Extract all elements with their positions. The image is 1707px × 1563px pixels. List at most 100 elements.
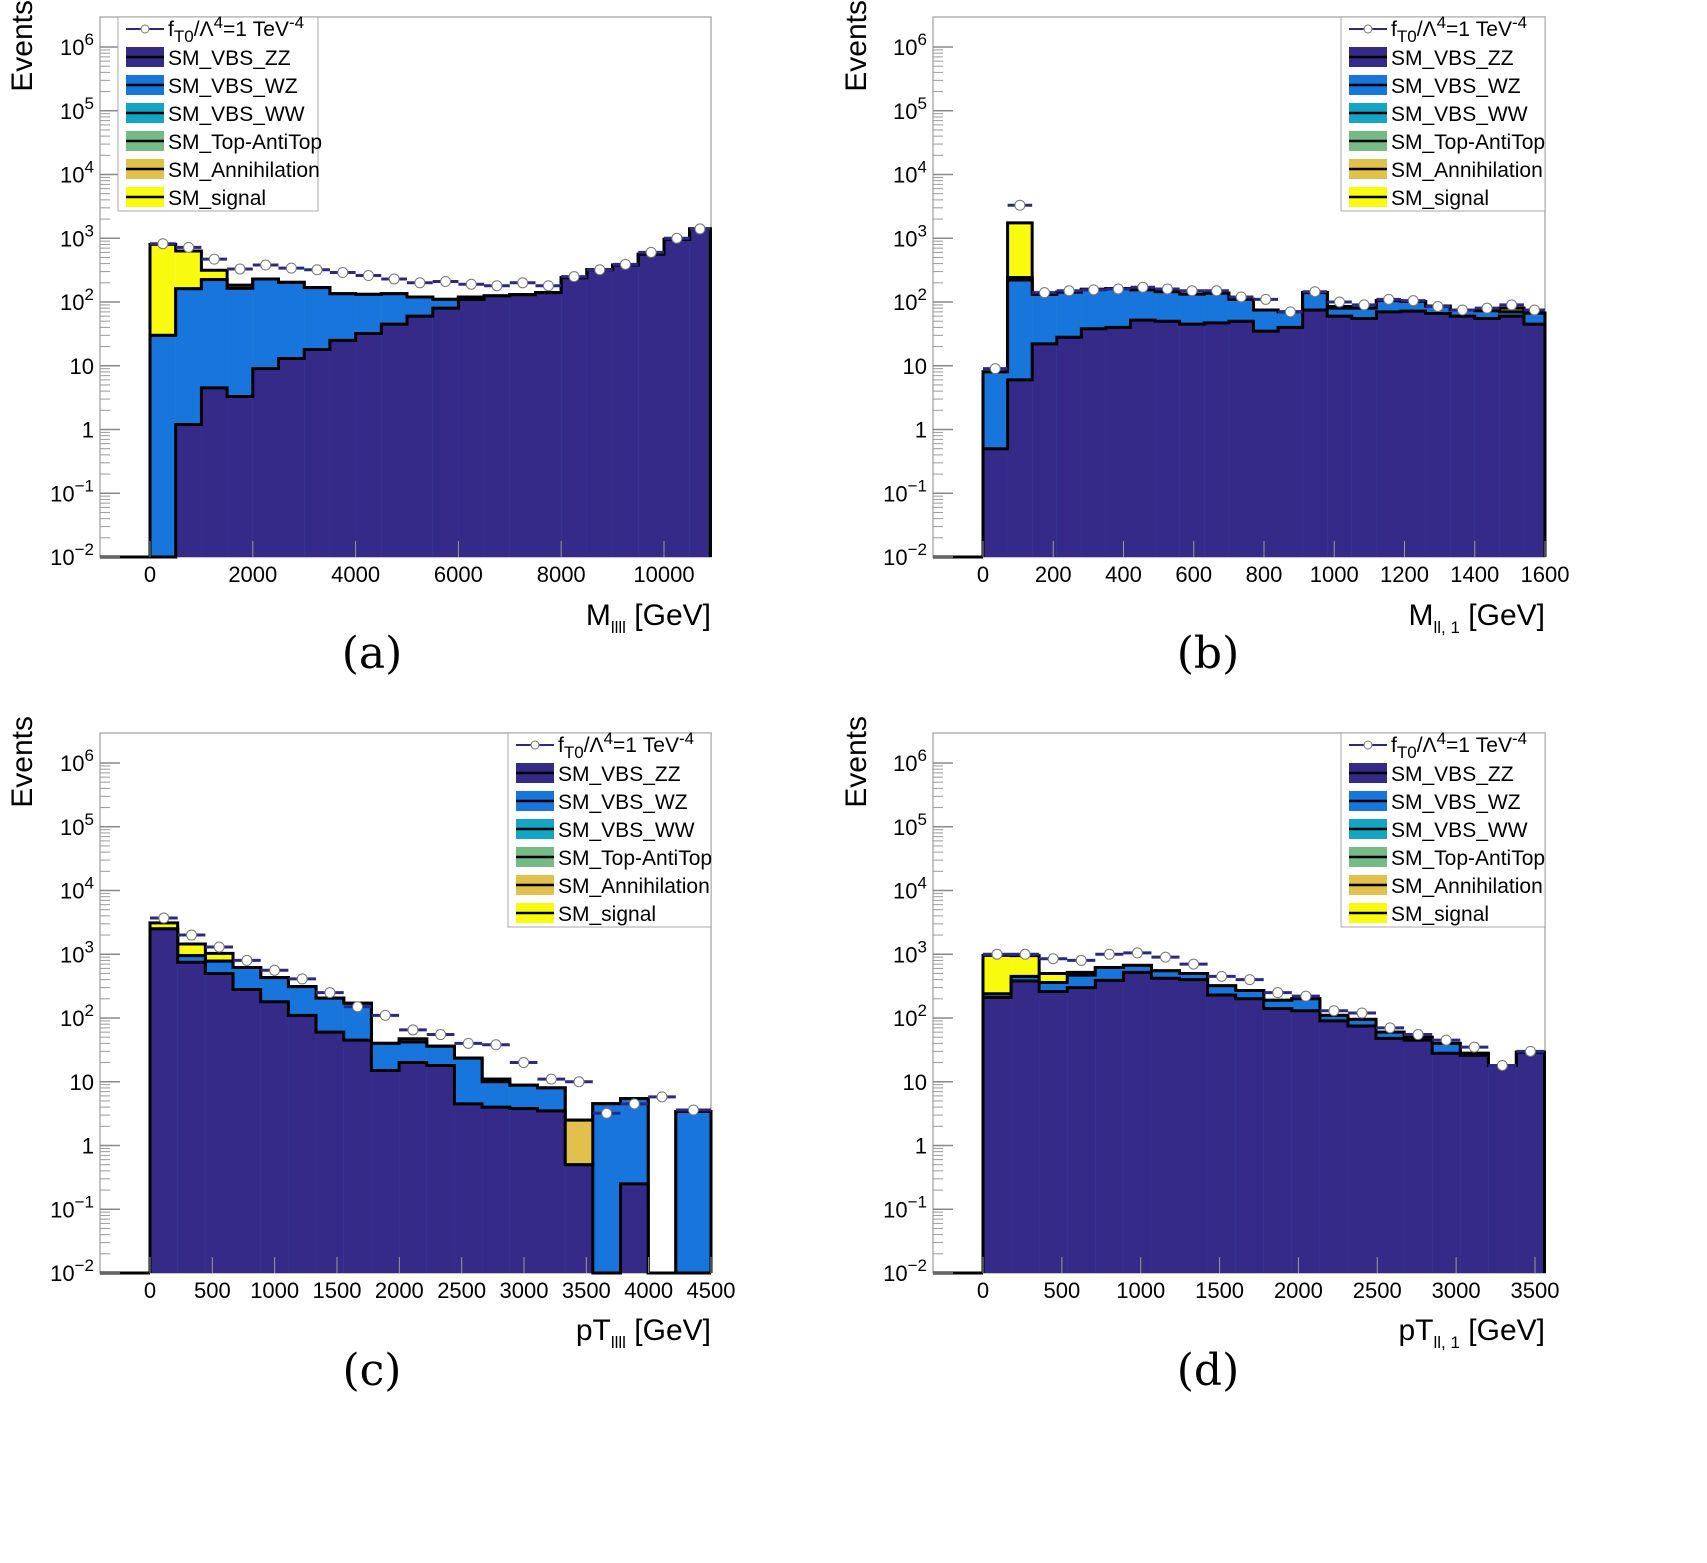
bsm-marker (573, 1076, 585, 1088)
bar-segment (175, 424, 202, 557)
bsm-marker (656, 1091, 668, 1103)
y-tick-label: 1 (82, 418, 94, 443)
bar-segment (1376, 311, 1401, 557)
y-tick-label: 106 (60, 30, 94, 60)
bsm-marker (296, 973, 308, 985)
legend-label: SM_Top-AntiTop (1391, 847, 1545, 870)
bsm-marker (1063, 285, 1075, 297)
bar-segment (675, 1111, 711, 1273)
x-tick-label: 1000 (250, 1278, 299, 1303)
bar-segment (381, 324, 407, 557)
x-tick-label: 0 (144, 1278, 156, 1303)
bar-segment (1376, 1038, 1405, 1273)
bar-segment (1056, 337, 1082, 557)
y-tick-label: 102 (60, 1001, 94, 1031)
bsm-marker (183, 241, 195, 253)
bsm-marker (594, 264, 606, 276)
legend-label: SM_Top-AntiTop (558, 847, 712, 870)
bsm-marker (601, 1107, 613, 1119)
y-axis-title: Events (6, 716, 39, 808)
bar-segment (1151, 978, 1180, 1273)
y-tick-label: 104 (893, 158, 927, 188)
bar-segment (260, 1001, 289, 1273)
x-tick-label: 1500 (313, 1278, 362, 1303)
bar-segment (150, 335, 176, 557)
bsm-marker (435, 1029, 447, 1041)
bar-segment (1263, 1008, 1292, 1273)
bar-segment (1123, 972, 1152, 1273)
bar-segment (1291, 1010, 1320, 1273)
bsm-marker (1468, 1041, 1480, 1053)
legend-bsm-marker-icon (140, 24, 150, 34)
bar-segment (1081, 328, 1106, 557)
y-tick-label: 10−1 (50, 1192, 94, 1222)
bar-segment (1067, 987, 1096, 1273)
bar-segment (509, 294, 536, 557)
bar-segment (1488, 1065, 1517, 1273)
bar-segment (1347, 1025, 1377, 1273)
x-tick-label: 1400 (1450, 562, 1499, 587)
x-tick-label: 2000 (228, 562, 277, 587)
x-tick-label: 8000 (537, 562, 586, 587)
bsm-marker (1103, 948, 1115, 960)
x-tick-label: 600 (1175, 562, 1212, 587)
bsm-marker (1384, 1022, 1396, 1034)
x-tick-label: 3500 (1511, 1278, 1560, 1303)
bar-segment (983, 448, 1008, 557)
y-tick-label: 1 (915, 418, 927, 443)
legend-label: SM_VBS_WZ (558, 791, 688, 814)
bar-segment (288, 1015, 317, 1273)
bsm-series (150, 223, 711, 292)
y-tick-label: 104 (60, 874, 94, 904)
bsm-marker (158, 912, 170, 924)
bar-segment (1460, 1055, 1489, 1273)
legend-label: SM_Annihilation (558, 875, 710, 898)
bar-segment (201, 387, 228, 557)
bsm-marker (1334, 296, 1346, 308)
x-axis-title: Mllll [GeV] (586, 599, 711, 637)
legend-label: SM_VBS_WW (168, 103, 305, 126)
x-tick-label: 10000 (633, 562, 694, 587)
bar-segment (1523, 324, 1545, 557)
y-tick-label: 10 (903, 1070, 927, 1095)
bsm-marker (1235, 291, 1247, 303)
y-tick-label: 104 (60, 158, 94, 188)
bar-segment (343, 1040, 372, 1273)
bsm-marker (517, 277, 529, 289)
x-axis: 0 500 1000 1500 2000 2500 3000 3500 (977, 1257, 1560, 1303)
bsm-marker (440, 275, 452, 287)
bar-segment (1302, 309, 1328, 557)
y-tick-label: 106 (60, 746, 94, 776)
bar-segment (252, 368, 279, 557)
y-tick-label: 10−1 (883, 1192, 927, 1222)
x-tick-label: 3500 (562, 1278, 611, 1303)
bar-segment (1179, 324, 1205, 557)
bsm-series (150, 912, 711, 1119)
bsm-marker (1432, 300, 1444, 312)
series-outline (981, 970, 1546, 1273)
legend: fT0/Λ4=1 TeV-4SM_VBS_ZZ SM_VBS_WZ SM_VBS_W… (1340, 13, 1546, 212)
bar-segment (592, 1103, 621, 1273)
bsm-marker (1075, 954, 1087, 966)
legend-label: SM_VBS_WZ (168, 75, 298, 98)
legend-label-bsm: fT0/Λ4=1 TeV-4 (558, 729, 694, 762)
bar-segment (1327, 316, 1352, 557)
bsm-marker (491, 280, 503, 292)
bar-segment (177, 962, 206, 1273)
bar-segment (620, 1183, 649, 1273)
y-tick-label: 1 (82, 1134, 94, 1159)
x-tick-label: 0 (144, 562, 156, 587)
bar-segment (586, 269, 613, 557)
bsm-marker (1481, 302, 1493, 314)
legend-label: SM_signal (558, 903, 656, 926)
x-tick-label: 0 (977, 1278, 989, 1303)
bar-segment (1319, 1020, 1348, 1273)
bar-segment (150, 928, 178, 1273)
bar-segment (565, 1164, 593, 1273)
legend-label: SM_Top-AntiTop (1391, 131, 1545, 154)
panel-b: 10−2 10−1 1 10 102 103 104 105 106 0 200 400 600 800 1… (840, 0, 1569, 679)
y-tick-label: 102 (893, 285, 927, 315)
legend-label: SM_signal (1391, 903, 1489, 926)
bsm-marker (1328, 1005, 1340, 1017)
bsm-marker (241, 954, 253, 966)
